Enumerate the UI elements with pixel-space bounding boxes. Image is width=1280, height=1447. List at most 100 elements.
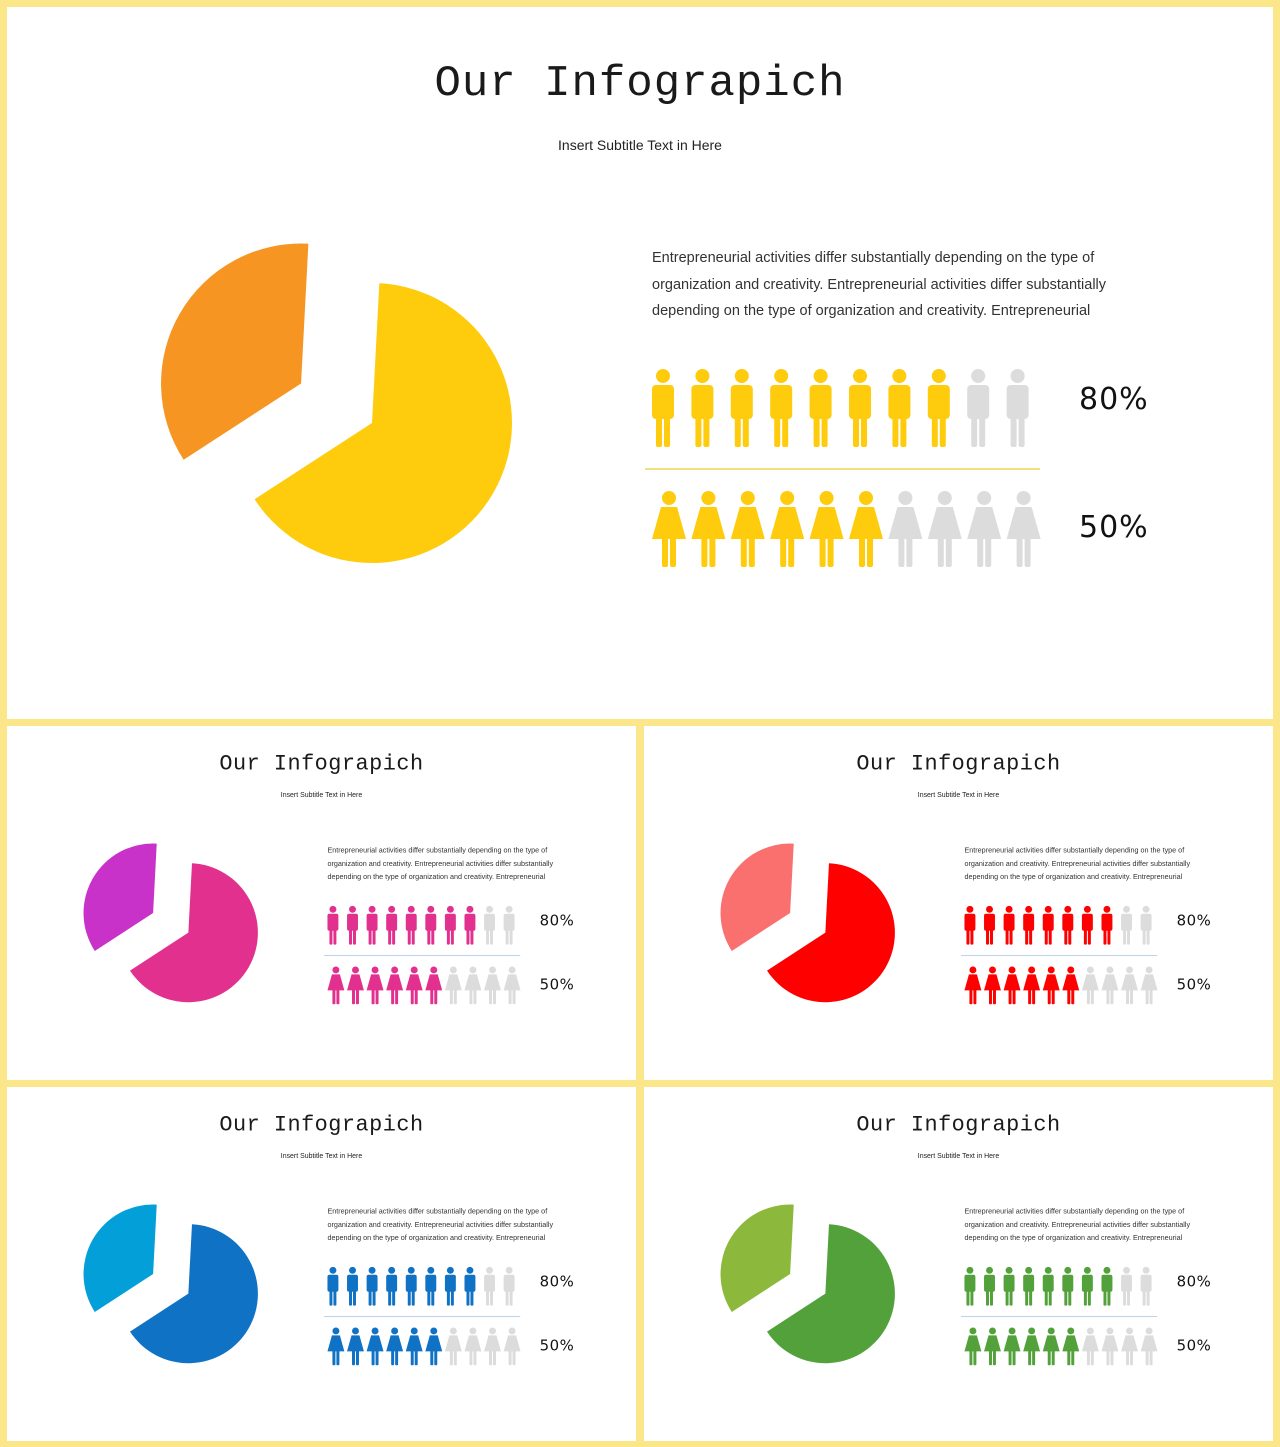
description-text: Entrepreneurial activities differ substa… [327, 846, 554, 882]
woman-icon [484, 1327, 501, 1366]
man-icon [1062, 905, 1074, 945]
description-text: Entrepreneurial activities differ substa… [964, 846, 1191, 882]
man-icon [464, 1266, 476, 1306]
man-icon [503, 905, 515, 945]
women-percentage: 50% [539, 1336, 575, 1355]
woman-icon [405, 1327, 423, 1366]
man-icon [1101, 1266, 1113, 1306]
man-icon [888, 369, 911, 447]
man-icon [1121, 1266, 1132, 1306]
man-icon [1023, 905, 1035, 945]
woman-icon [964, 1327, 982, 1366]
pie-chart [720, 1204, 895, 1364]
slide-subtitle: Insert Subtitle Text in Here [280, 1151, 363, 1160]
man-icon [327, 905, 339, 945]
men-percentage: 80% [1079, 382, 1149, 417]
woman-icon [849, 491, 883, 567]
men-percentage: 80% [539, 1273, 575, 1291]
woman-icon [327, 966, 345, 1005]
man-icon [927, 369, 950, 447]
woman-icon [770, 491, 805, 567]
woman-icon [464, 966, 482, 1005]
slide-subtitle: Insert Subtitle Text in Here [917, 1151, 1000, 1160]
woman-icon [503, 966, 521, 1005]
description-text: Entrepreneurial activities differ substa… [652, 250, 1107, 319]
pie-slice-secondary [83, 843, 157, 951]
woman-icon [1062, 1327, 1080, 1366]
slide-title: Our Infograpich [434, 59, 846, 109]
woman-icon [347, 1327, 364, 1366]
man-icon [967, 369, 990, 447]
men-pictogram-row [964, 905, 1152, 945]
slide-title: Our Infograpich [219, 751, 424, 777]
man-icon [1006, 369, 1029, 447]
man-icon [425, 905, 437, 945]
woman-icon [484, 966, 501, 1005]
man-icon [386, 1266, 398, 1306]
woman-icon [809, 491, 844, 567]
man-icon [770, 369, 793, 447]
man-icon [849, 369, 871, 447]
woman-icon [444, 966, 462, 1005]
man-icon [964, 905, 976, 945]
pie-chart [720, 843, 895, 1003]
slide-subtitle: Insert Subtitle Text in Here [558, 137, 722, 153]
man-icon [1023, 1266, 1035, 1306]
woman-icon [967, 491, 1002, 567]
slide-subtitle: Insert Subtitle Text in Here [917, 790, 1000, 799]
slide-title: Our Infograpich [856, 751, 1061, 777]
women-pictogram-row [964, 1327, 1158, 1366]
pie-slice-main [130, 1224, 258, 1364]
woman-icon [1081, 1327, 1099, 1366]
woman-icon [425, 966, 443, 1005]
women-pictogram-row [652, 491, 1041, 567]
woman-icon [386, 1327, 404, 1366]
woman-icon [347, 966, 364, 1005]
woman-icon [964, 966, 982, 1005]
man-icon [366, 1266, 378, 1306]
pie-slice-secondary [720, 843, 794, 951]
man-icon [1003, 905, 1015, 945]
women-percentage: 50% [539, 975, 575, 994]
woman-icon [386, 966, 404, 1005]
man-icon [444, 905, 456, 945]
woman-icon [888, 491, 923, 567]
man-icon [1081, 905, 1093, 945]
woman-icon [1140, 1327, 1158, 1366]
slide-green: Our Infograpich Insert Subtitle Text in … [644, 1087, 1273, 1441]
woman-icon [1062, 966, 1080, 1005]
pie-slice-main [254, 283, 513, 563]
woman-icon [1042, 1327, 1060, 1366]
woman-icon [425, 1327, 443, 1366]
man-icon [425, 1266, 437, 1306]
woman-icon [1121, 966, 1138, 1005]
slide-title: Our Infograpich [219, 1112, 424, 1138]
row-divider [645, 468, 1040, 470]
woman-icon [503, 1327, 521, 1366]
man-icon [1003, 1266, 1015, 1306]
slide-title: Our Infograpich [856, 1112, 1061, 1138]
slide-main: Our Infograpich Insert Subtitle Text in … [7, 7, 1273, 719]
woman-icon [927, 491, 962, 567]
woman-icon [652, 491, 686, 567]
man-icon [984, 905, 995, 945]
woman-icon [1081, 966, 1099, 1005]
slide-red: Our Infograpich Insert Subtitle Text in … [644, 726, 1273, 1080]
woman-icon [1003, 966, 1021, 1005]
woman-icon [1101, 1327, 1119, 1366]
description-text: Entrepreneurial activities differ substa… [327, 1207, 554, 1243]
pie-chart [83, 843, 258, 1003]
woman-icon [444, 1327, 462, 1366]
man-icon [730, 369, 753, 447]
man-icon [1101, 905, 1113, 945]
women-percentage: 50% [1176, 975, 1212, 994]
man-icon [691, 369, 714, 447]
woman-icon [405, 966, 423, 1005]
slide-blue: Our Infograpich Insert Subtitle Text in … [7, 1087, 636, 1441]
man-icon [1042, 1266, 1054, 1306]
man-icon [1121, 905, 1132, 945]
man-icon [347, 905, 358, 945]
woman-icon [1042, 966, 1060, 1005]
women-pictogram-row [964, 966, 1158, 1005]
pie-slice-main [130, 863, 258, 1003]
